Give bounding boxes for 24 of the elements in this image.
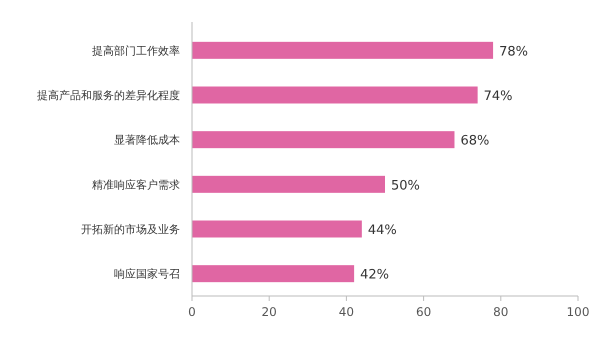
bar — [192, 220, 362, 238]
y-tick-label: 精准响应客户需求 — [92, 178, 180, 192]
data-label: 44% — [368, 223, 397, 238]
y-tick-label: 提高产品和服务的差异化程度 — [37, 89, 180, 102]
bar — [192, 265, 354, 282]
bar — [192, 176, 385, 193]
x-tick-label: 40 — [338, 305, 354, 319]
bar — [192, 42, 494, 59]
data-label: 68% — [460, 134, 490, 149]
x-tick-label: 100 — [566, 305, 590, 319]
data-label: 42% — [360, 268, 390, 283]
x-tick-label: 80 — [493, 305, 508, 319]
data-label: 74% — [484, 89, 513, 104]
data-label: 78% — [499, 44, 528, 60]
y-tick-label: 开拓新的市场及业务 — [81, 223, 180, 236]
bar — [192, 86, 478, 104]
x-tick-label: 60 — [416, 305, 432, 319]
bar — [192, 131, 454, 148]
y-tick-label: 显著降低成本 — [114, 134, 180, 147]
x-tick-label: 20 — [262, 305, 277, 319]
x-tick-label: 0 — [188, 305, 196, 319]
y-tick-label: 提高部门工作效率 — [92, 44, 180, 58]
data-label: 50% — [391, 178, 420, 194]
y-tick-label: 响应国家号召 — [114, 268, 180, 281]
